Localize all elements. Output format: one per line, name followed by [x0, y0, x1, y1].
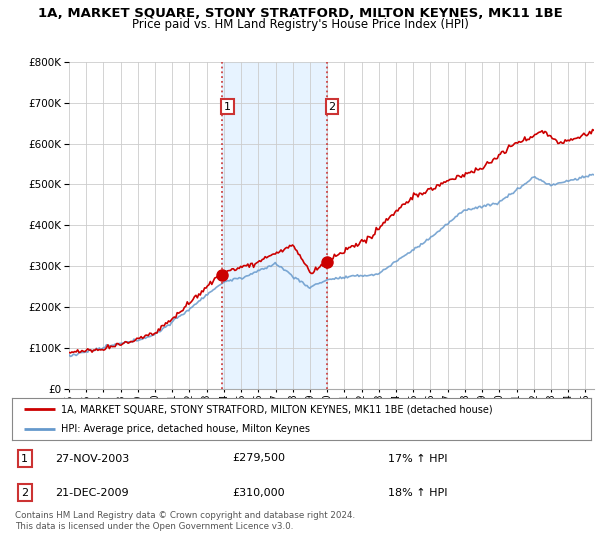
Text: This data is licensed under the Open Government Licence v3.0.: This data is licensed under the Open Gov… — [15, 522, 293, 531]
Text: £310,000: £310,000 — [232, 488, 284, 498]
Text: 1: 1 — [21, 454, 28, 464]
Text: 18% ↑ HPI: 18% ↑ HPI — [388, 488, 448, 498]
Text: £279,500: £279,500 — [232, 454, 285, 464]
Text: 1A, MARKET SQUARE, STONY STRATFORD, MILTON KEYNES, MK11 1BE (detached house): 1A, MARKET SQUARE, STONY STRATFORD, MILT… — [61, 404, 493, 414]
Bar — [222, 62, 326, 389]
Text: 21-DEC-2009: 21-DEC-2009 — [55, 488, 129, 498]
Text: Contains HM Land Registry data © Crown copyright and database right 2024.: Contains HM Land Registry data © Crown c… — [15, 511, 355, 520]
Text: HPI: Average price, detached house, Milton Keynes: HPI: Average price, detached house, Milt… — [61, 424, 310, 434]
Text: 2: 2 — [328, 102, 335, 111]
Text: 27-NOV-2003: 27-NOV-2003 — [55, 454, 130, 464]
Text: 2: 2 — [21, 488, 28, 498]
Text: 17% ↑ HPI: 17% ↑ HPI — [388, 454, 448, 464]
Text: 1: 1 — [224, 102, 231, 111]
Text: Price paid vs. HM Land Registry's House Price Index (HPI): Price paid vs. HM Land Registry's House … — [131, 18, 469, 31]
Text: 1A, MARKET SQUARE, STONY STRATFORD, MILTON KEYNES, MK11 1BE: 1A, MARKET SQUARE, STONY STRATFORD, MILT… — [38, 7, 562, 20]
